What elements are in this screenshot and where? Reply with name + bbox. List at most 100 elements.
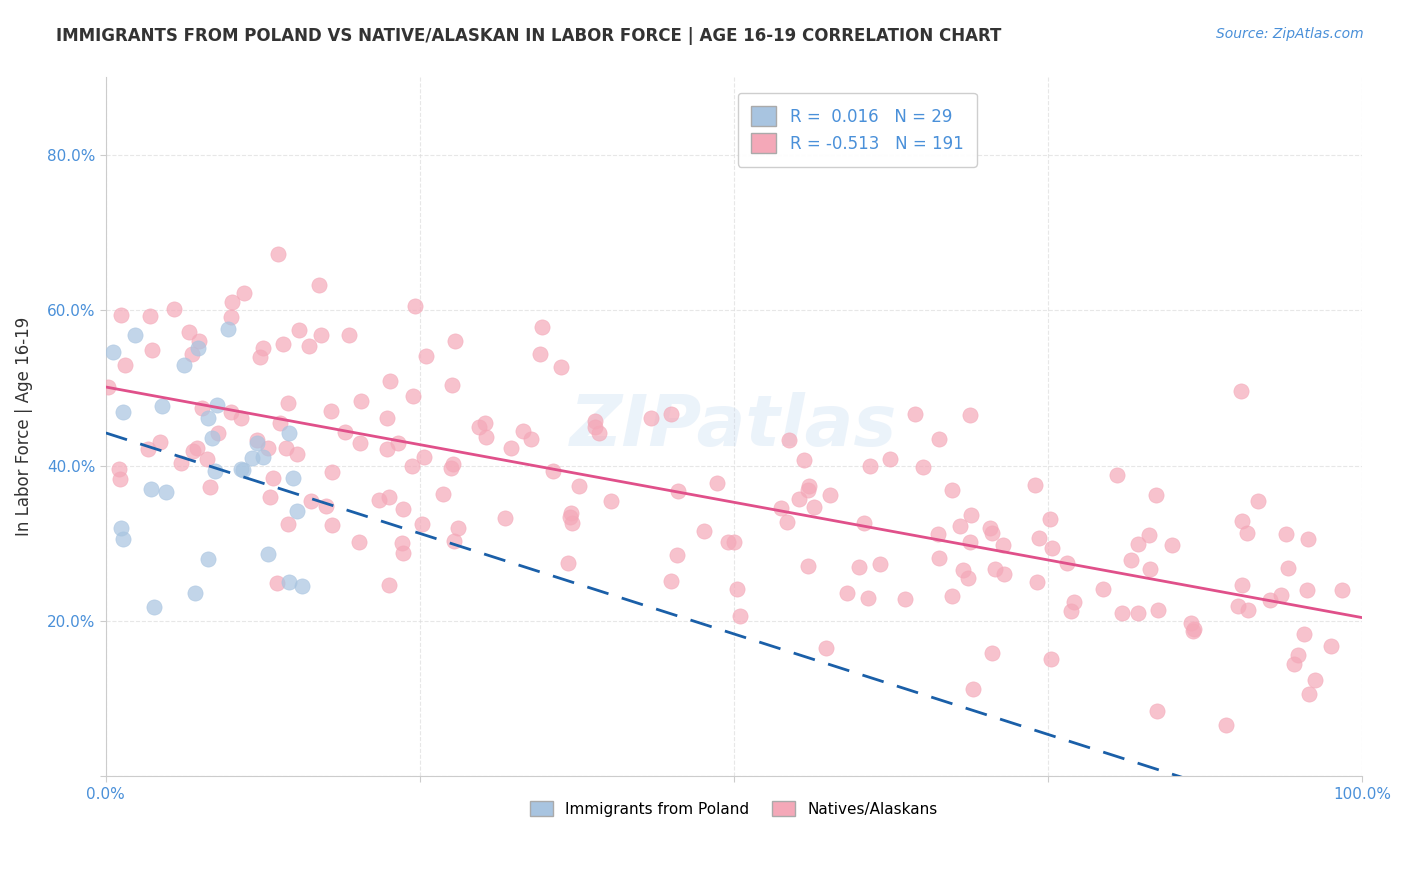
Point (378, 374, 401, 388)
Point (1275, 527, 1298, 541)
Point (149, 434, 172, 449)
Point (308, 277, 330, 292)
Point (191, 401, 214, 415)
Point (1144, 488, 1167, 502)
Point (288, 323, 311, 337)
Point (1121, 553, 1143, 567)
Point (981, 646, 1004, 660)
Point (962, 681, 984, 696)
Point (187, 334, 209, 348)
Point (291, 579, 314, 593)
Point (277, 574, 299, 589)
Point (350, 394, 373, 409)
Point (391, 536, 413, 550)
Point (797, 483, 820, 497)
Point (693, 524, 716, 538)
Point (1107, 468, 1129, 483)
Point (246, 433, 269, 447)
Point (177, 325, 200, 339)
Point (1236, 526, 1258, 541)
Point (659, 574, 682, 589)
Point (960, 508, 983, 522)
Point (776, 515, 799, 529)
Point (103, 345, 125, 359)
Point (246, 435, 269, 450)
Point (959, 409, 981, 423)
Point (139, 310, 162, 324)
Point (299, 493, 322, 508)
Point (321, 404, 343, 418)
Point (1028, 531, 1050, 545)
Point (1258, 592, 1281, 607)
Point (1039, 512, 1062, 526)
Point (447, 520, 470, 534)
Point (207, 426, 229, 441)
Point (1111, 607, 1133, 621)
Point (367, 492, 389, 507)
Point (1230, 578, 1253, 592)
Point (413, 450, 436, 464)
Point (818, 487, 841, 501)
Point (706, 476, 728, 491)
Point (1215, 718, 1237, 732)
Point (187, 341, 209, 355)
Point (378, 578, 401, 592)
Point (181, 347, 204, 361)
Point (221, 294, 243, 309)
Point (432, 487, 454, 501)
Point (665, 548, 688, 562)
Point (1180, 615, 1202, 630)
Point (1305, 673, 1327, 687)
Point (110, 308, 132, 322)
Point (136, 442, 159, 457)
Point (252, 450, 274, 464)
Point (415, 349, 437, 363)
Point (335, 425, 357, 439)
Point (277, 426, 299, 441)
Point (848, 560, 870, 574)
Point (124, 327, 146, 342)
Point (111, 405, 134, 419)
Point (229, 462, 252, 476)
Point (991, 538, 1014, 552)
Point (475, 430, 498, 444)
Point (1182, 623, 1205, 637)
Point (184, 586, 207, 600)
Point (797, 558, 820, 573)
Point (869, 557, 891, 571)
Point (1246, 494, 1268, 508)
Point (441, 458, 464, 472)
Point (467, 420, 489, 434)
Point (266, 575, 288, 590)
Point (1147, 603, 1170, 617)
Point (666, 483, 689, 498)
Point (321, 465, 343, 479)
Point (1139, 562, 1161, 576)
Legend: Immigrants from Poland, Natives/Alaskans: Immigrants from Poland, Natives/Alaskans (523, 793, 945, 824)
Point (879, 452, 901, 467)
Point (1292, 627, 1315, 641)
Point (349, 436, 371, 450)
Point (557, 557, 579, 571)
Point (979, 520, 1001, 534)
Point (285, 447, 308, 461)
Point (859, 459, 882, 474)
Point (723, 534, 745, 549)
Text: Source: ZipAtlas.com: Source: ZipAtlas.com (1216, 27, 1364, 41)
Point (583, 414, 606, 428)
Point (392, 502, 415, 516)
Point (277, 396, 299, 410)
Point (1060, 604, 1083, 618)
Point (1137, 528, 1160, 542)
Point (1270, 588, 1292, 602)
Point (1126, 537, 1149, 551)
Point (441, 378, 464, 392)
Point (375, 410, 398, 425)
Point (139, 482, 162, 496)
Point (141, 343, 163, 358)
Point (229, 411, 252, 425)
Point (1230, 514, 1253, 528)
Point (1040, 651, 1063, 665)
Point (266, 247, 288, 261)
Point (219, 310, 242, 325)
